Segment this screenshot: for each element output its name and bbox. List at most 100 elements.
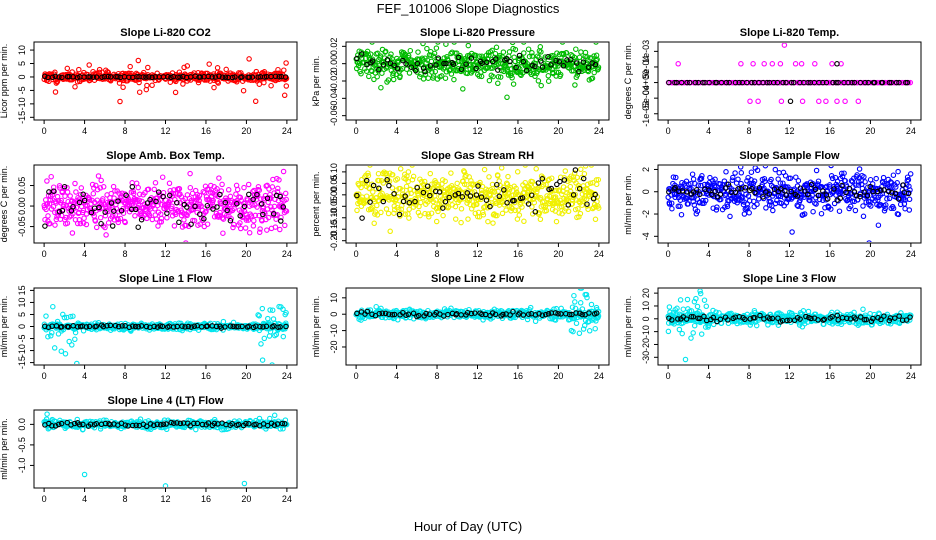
data-point	[578, 166, 584, 173]
data-point	[722, 185, 729, 191]
data-point	[115, 323, 122, 330]
data-point	[220, 216, 227, 222]
data-point	[56, 183, 63, 189]
data-point	[69, 230, 76, 236]
data-point	[151, 186, 158, 193]
data-point	[250, 223, 257, 229]
data-point	[149, 82, 155, 89]
x-tick-label: 24	[906, 249, 916, 259]
data-point	[133, 180, 140, 187]
x-tick-label: 4	[394, 249, 399, 259]
data-point	[234, 200, 240, 207]
data-point	[117, 215, 124, 222]
data-point	[95, 173, 102, 179]
data-point	[693, 211, 700, 217]
data-point	[592, 61, 599, 68]
data-point	[45, 213, 51, 219]
data-point	[402, 193, 408, 199]
data-point	[129, 323, 136, 329]
data-point	[509, 43, 516, 46]
data-point	[212, 74, 219, 80]
data-point	[261, 74, 268, 80]
data-point	[135, 202, 142, 209]
data-point	[734, 197, 740, 203]
data-point	[516, 55, 523, 62]
point-layer	[41, 168, 290, 242]
x-tick-label: 0	[354, 371, 359, 381]
data-point	[760, 194, 766, 200]
data-point	[548, 175, 555, 181]
data-point	[176, 219, 182, 226]
data-point	[376, 310, 383, 317]
data-point	[757, 186, 764, 192]
data-point	[69, 342, 75, 348]
data-point	[495, 173, 501, 179]
data-point	[165, 74, 171, 80]
data-point	[66, 338, 72, 345]
data-point	[856, 166, 863, 172]
data-point	[883, 202, 889, 208]
x-tick-label: 8	[123, 371, 128, 381]
data-point	[535, 180, 542, 186]
data-point	[808, 181, 815, 188]
data-point	[430, 53, 437, 59]
data-point	[538, 82, 544, 89]
data-point	[72, 84, 78, 90]
data-point	[269, 307, 276, 313]
data-point	[70, 313, 76, 319]
y-tick-label: -10	[329, 324, 339, 337]
data-point	[260, 211, 266, 218]
data-point	[580, 59, 587, 65]
data-point	[217, 191, 223, 198]
data-point	[532, 318, 539, 325]
data-point	[797, 185, 804, 191]
data-point	[412, 198, 418, 205]
data-point	[763, 205, 769, 211]
data-point	[580, 326, 587, 332]
data-point	[772, 166, 779, 173]
data-point	[158, 215, 165, 222]
data-point	[48, 173, 54, 180]
data-point	[380, 62, 387, 68]
data-point	[42, 216, 48, 223]
data-point	[472, 310, 478, 316]
data-point	[805, 79, 811, 86]
data-point	[534, 53, 541, 59]
x-tick-label: 12	[160, 249, 170, 259]
data-point	[397, 166, 404, 172]
data-point	[521, 43, 527, 45]
data-point	[810, 208, 816, 215]
data-point	[171, 187, 177, 193]
data-point	[738, 61, 744, 67]
data-point	[90, 190, 97, 197]
panel-4: Slope Amb. Box Temp.degrees C per min.0 4…	[0, 150, 298, 259]
data-point	[237, 213, 243, 219]
x-tick-label: 0	[42, 249, 47, 259]
data-point	[579, 306, 586, 312]
data-point	[181, 217, 187, 223]
data-point	[196, 197, 202, 204]
data-point	[807, 197, 813, 204]
data-point	[744, 79, 750, 86]
panel-title: Slope Amb. Box Temp.	[106, 150, 225, 162]
y-tick-label: -30	[641, 351, 651, 364]
y-tick-label: -10	[17, 97, 27, 110]
data-point	[385, 77, 392, 83]
data-point	[586, 310, 592, 316]
data-point	[895, 168, 901, 175]
data-point	[70, 203, 76, 210]
data-point	[102, 224, 108, 231]
data-point	[227, 323, 234, 329]
data-point	[564, 186, 570, 192]
data-point	[129, 206, 135, 213]
data-point	[700, 79, 706, 86]
data-point	[545, 53, 551, 60]
data-point	[576, 330, 583, 337]
data-point	[409, 176, 416, 183]
data-point	[144, 200, 151, 206]
data-point	[697, 191, 703, 198]
data-point	[219, 74, 226, 80]
data-point	[141, 212, 147, 219]
